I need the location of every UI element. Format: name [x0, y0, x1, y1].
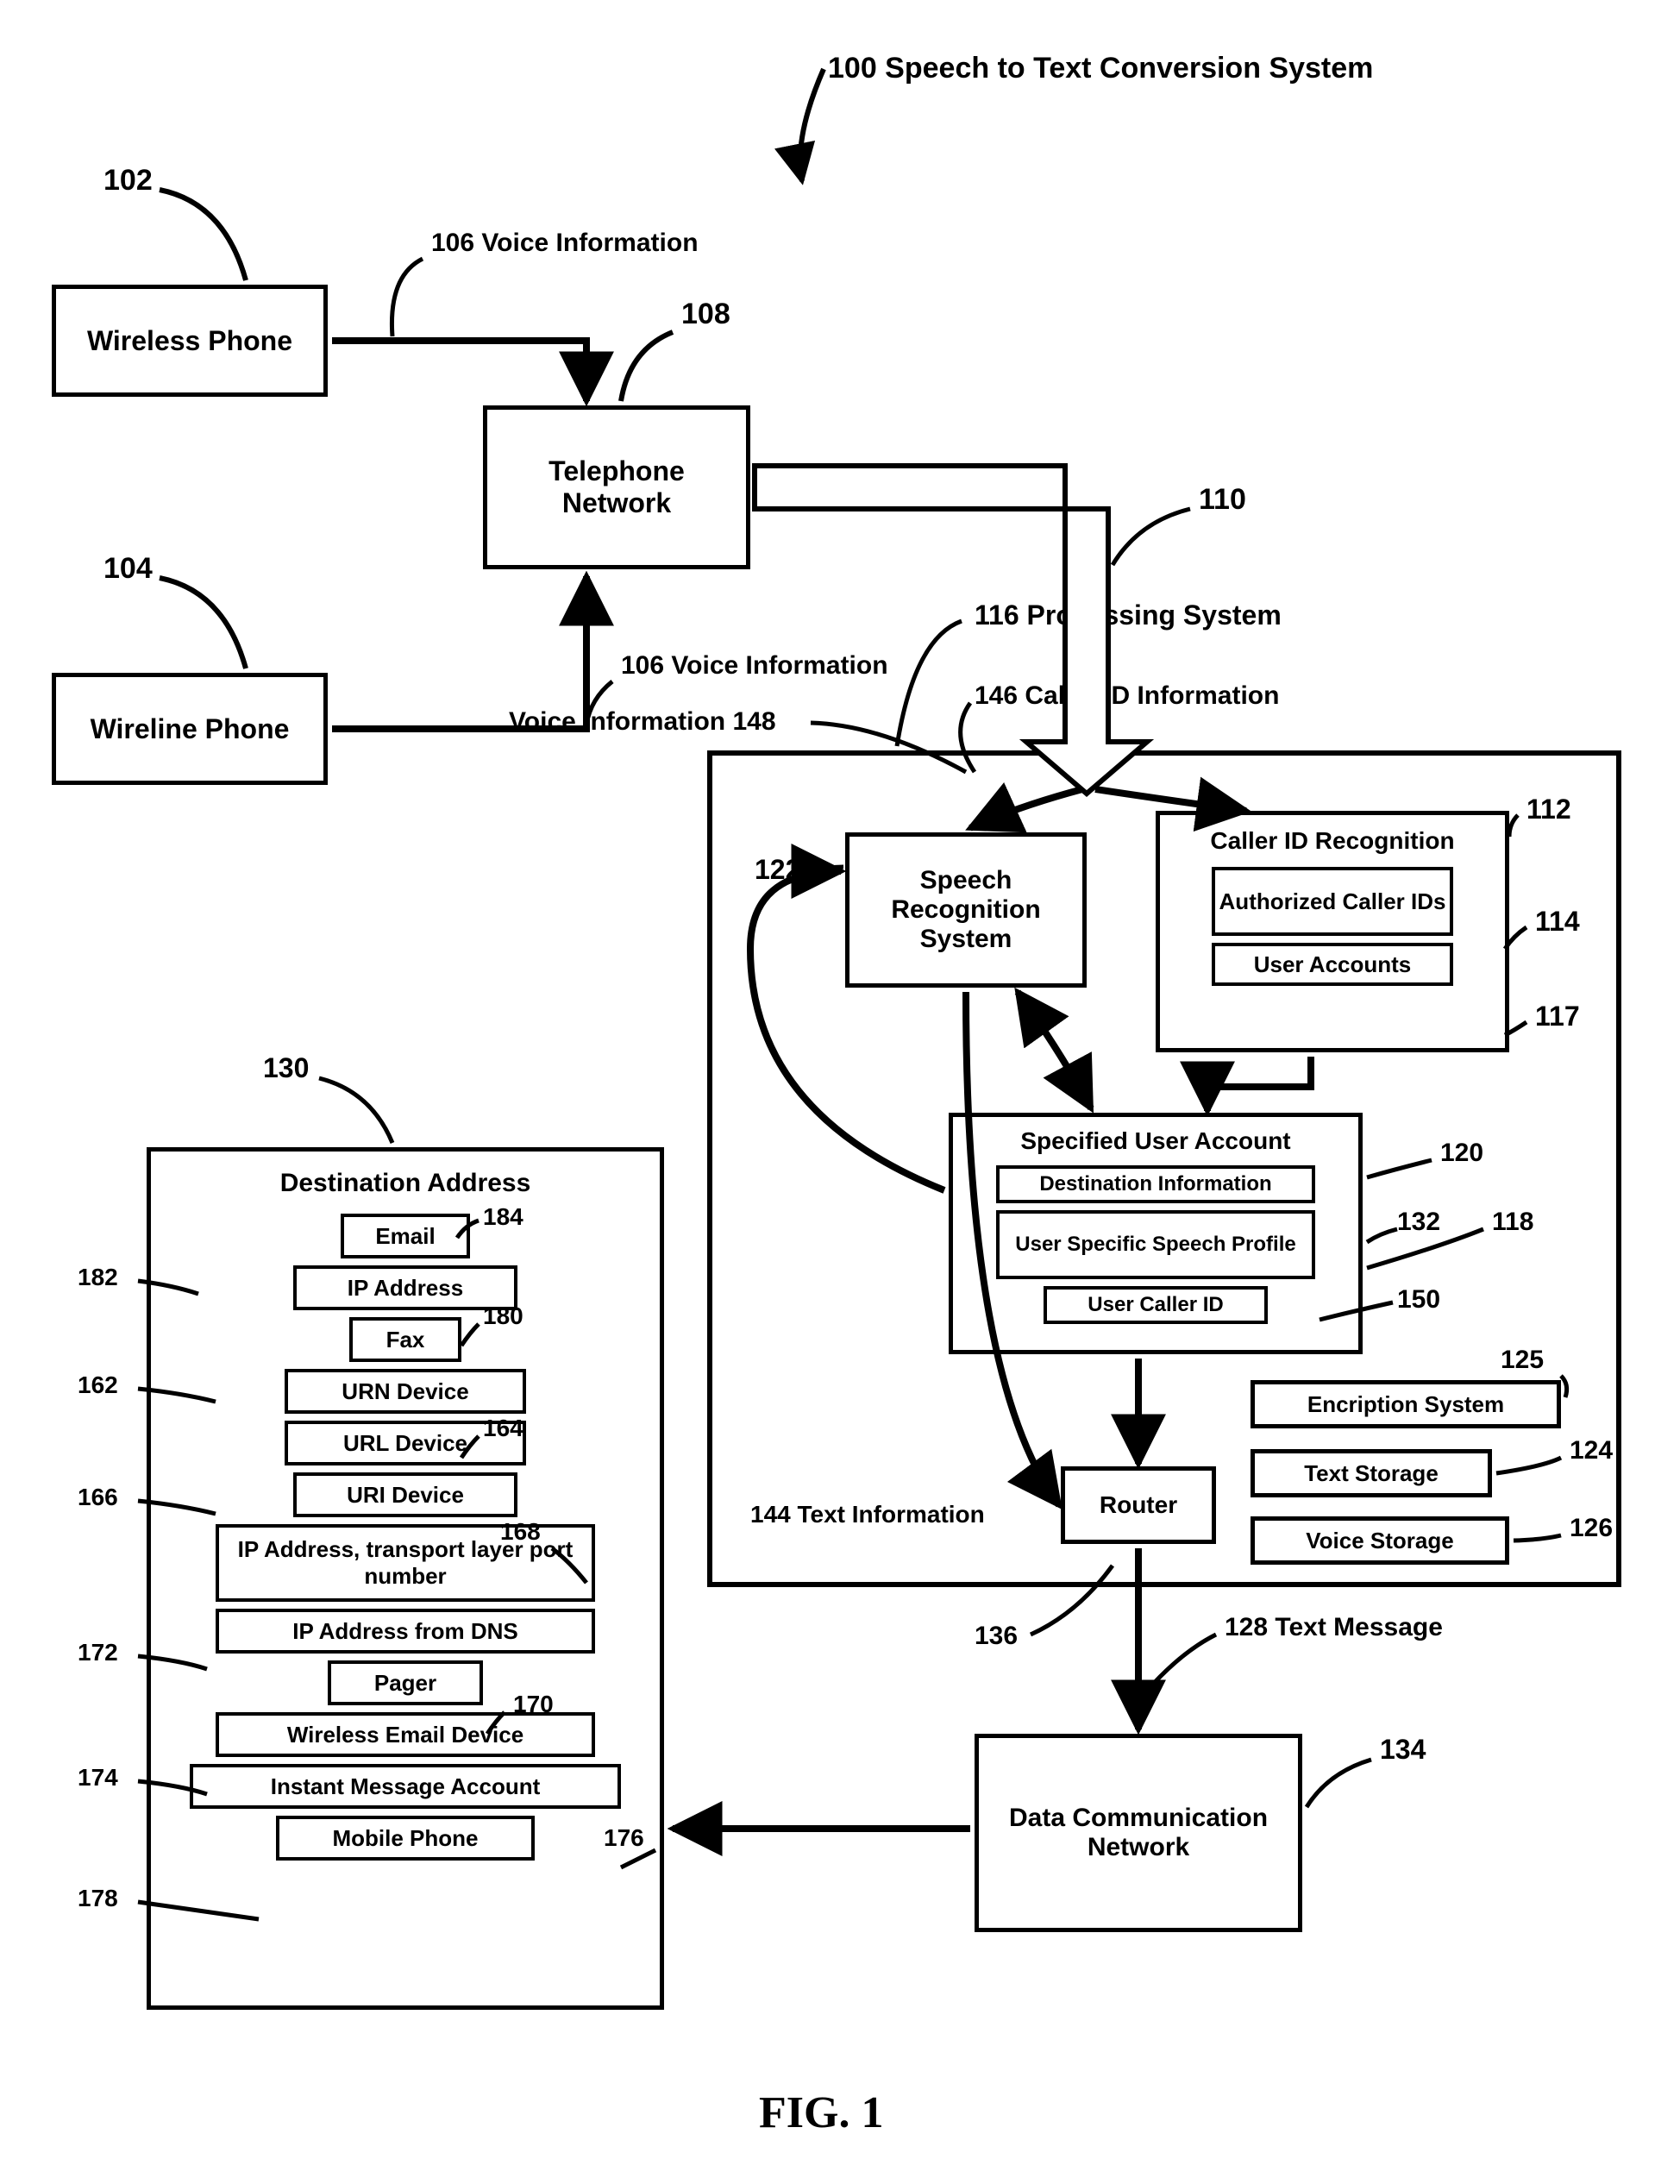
authorized-caller-ids-box: Authorized Caller IDs: [1212, 867, 1453, 936]
ref-110: 110: [1199, 483, 1246, 517]
url-label: URL Device: [343, 1430, 467, 1457]
urn-label: URN Device: [342, 1378, 468, 1405]
speech-recognition-box: Speech Recognition System: [845, 832, 1087, 988]
ref-172: 172: [78, 1639, 118, 1666]
ref-134: 134: [1380, 1734, 1426, 1766]
ref-118: 118: [1492, 1208, 1533, 1237]
ref-132: 132: [1397, 1208, 1440, 1237]
destination-info-box: Destination Information: [996, 1165, 1315, 1203]
ref-102: 102: [103, 164, 153, 198]
email-box: Email: [341, 1214, 470, 1258]
speech-recognition-label: Speech Recognition System: [849, 857, 1082, 963]
specified-user-account-label: Specified User Account: [1020, 1127, 1290, 1155]
text-storage-box: Text Storage: [1251, 1449, 1492, 1497]
pager-label: Pager: [374, 1670, 436, 1697]
wireline-phone-label: Wireline Phone: [91, 713, 290, 745]
voice-info-1: 106 Voice Information: [431, 229, 699, 258]
ref-184: 184: [483, 1203, 523, 1231]
email-label: Email: [375, 1223, 435, 1250]
ref-166: 166: [78, 1484, 118, 1511]
wireless-phone-label: Wireless Phone: [87, 325, 292, 357]
im-box: Instant Message Account: [190, 1764, 621, 1809]
fax-label: Fax: [386, 1327, 425, 1353]
pager-box: Pager: [328, 1660, 483, 1705]
user-speech-profile-box: User Specific Speech Profile: [996, 1210, 1315, 1279]
ref-108: 108: [681, 298, 730, 331]
ref-126: 126: [1570, 1514, 1613, 1543]
ref-112: 112: [1526, 794, 1571, 825]
ref-180: 180: [483, 1302, 523, 1330]
ref-178: 178: [78, 1885, 118, 1912]
caller-id-recognition-label: Caller ID Recognition: [1210, 827, 1454, 855]
ref-136: 136: [975, 1622, 1018, 1651]
destination-address-label: Destination Address: [280, 1169, 531, 1198]
ref-125: 125: [1501, 1346, 1544, 1375]
diagram-root: 100 Speech to Text Conversion System Wir…: [0, 0, 1680, 2184]
voice-info-caller-id: Voice Information and Caller ID: [759, 479, 1069, 499]
voice-info-2: 106 Voice Information: [621, 651, 888, 681]
ref-150: 150: [1397, 1285, 1440, 1315]
text-info-144: 144 Text Information: [750, 1501, 985, 1528]
text-message-128: 128 Text Message: [1225, 1613, 1443, 1642]
ref-174: 174: [78, 1764, 118, 1792]
voice-info-148: Voice Information 148: [509, 707, 776, 737]
destination-info-label: Destination Information: [1039, 1172, 1271, 1196]
wireline-phone-box: Wireline Phone: [52, 673, 328, 785]
ref-124: 124: [1570, 1436, 1613, 1465]
ref-104: 104: [103, 552, 153, 586]
encryption-label: Encription System: [1307, 1391, 1504, 1418]
wemail-label: Wireless Email Device: [287, 1722, 523, 1748]
caller-id-recognition-box: Caller ID Recognition Authorized Caller …: [1156, 811, 1509, 1052]
uri-box: URI Device: [293, 1472, 517, 1517]
ip-dns-box: IP Address from DNS: [216, 1609, 595, 1654]
user-accounts-label: User Accounts: [1254, 951, 1412, 978]
ref-168: 168: [500, 1518, 541, 1546]
wemail-box: Wireless Email Device: [216, 1712, 595, 1757]
dcn-box: Data Communication Network: [975, 1734, 1302, 1932]
figure-title: FIG. 1: [759, 2087, 883, 2138]
voice-storage-box: Voice Storage: [1251, 1516, 1509, 1565]
uri-label: URI Device: [347, 1482, 464, 1509]
user-caller-id-box: User Caller ID: [1044, 1286, 1268, 1324]
ref-170: 170: [513, 1691, 554, 1718]
telephone-network-label: Telephone Network: [487, 447, 746, 528]
ref-120: 120: [1440, 1139, 1483, 1168]
mobile-label: Mobile Phone: [333, 1825, 479, 1852]
ref-114: 114: [1535, 906, 1580, 938]
user-accounts-box: User Accounts: [1212, 943, 1453, 986]
encryption-box: Encription System: [1251, 1380, 1561, 1428]
ref-117: 117: [1535, 1001, 1580, 1032]
ref-176: 176: [604, 1824, 644, 1852]
text-storage-label: Text Storage: [1304, 1460, 1439, 1487]
title-label: 100 Speech to Text Conversion System: [828, 52, 1373, 85]
authorized-caller-ids-label: Authorized Caller IDs: [1219, 888, 1446, 915]
router-box: Router: [1061, 1466, 1216, 1544]
specified-user-account-box: Specified User Account Destination Infor…: [949, 1113, 1363, 1354]
ip-address-label: IP Address: [348, 1275, 463, 1302]
ref-162: 162: [78, 1371, 118, 1399]
user-caller-id-label: User Caller ID: [1088, 1293, 1223, 1317]
dcn-label: Data Communication Network: [979, 1786, 1298, 1880]
im-label: Instant Message Account: [271, 1773, 541, 1800]
telephone-network-box: Telephone Network: [483, 405, 750, 569]
ip-dns-label: IP Address from DNS: [292, 1618, 518, 1645]
urn-box: URN Device: [285, 1369, 526, 1414]
ref-130: 130: [263, 1052, 309, 1084]
processing-system-label: 116 Processing System: [975, 599, 1282, 631]
mobile-box: Mobile Phone: [276, 1816, 535, 1861]
router-label: Router: [1100, 1491, 1177, 1519]
fax-box: Fax: [349, 1317, 461, 1362]
wireless-phone-box: Wireless Phone: [52, 285, 328, 397]
voice-storage-label: Voice Storage: [1306, 1528, 1453, 1554]
ref-122: 122: [755, 854, 800, 886]
caller-id-info-label: 146 Caller ID Information: [975, 681, 1279, 711]
ref-182: 182: [78, 1264, 118, 1291]
ref-164: 164: [483, 1415, 523, 1442]
destination-address-box: Destination Address Email IP Address Fax…: [147, 1147, 664, 2010]
user-speech-profile-label: User Specific Speech Profile: [1012, 1229, 1299, 1260]
